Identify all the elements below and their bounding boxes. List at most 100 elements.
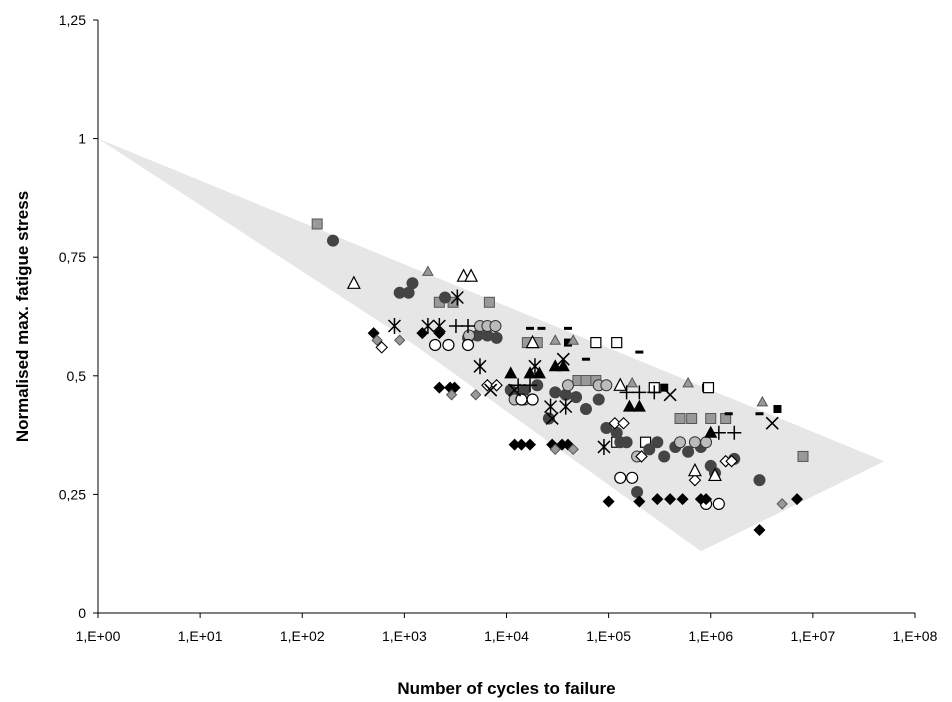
data-point-open-circle xyxy=(626,471,639,484)
data-point-asterisk xyxy=(544,398,558,415)
data-point-grey-circle xyxy=(700,436,713,449)
data-point-open-diamond xyxy=(608,416,622,430)
data-point-open-triangle xyxy=(707,467,722,482)
data-point-open-square xyxy=(702,382,715,394)
scatter-band xyxy=(98,138,885,552)
data-point-dark-circle xyxy=(614,436,627,449)
x-tick-label: 1,E+00 xyxy=(76,628,121,644)
data-point-dark-circle xyxy=(393,286,406,299)
y-tick-label: 1 xyxy=(78,131,86,147)
data-point-dash xyxy=(526,326,535,330)
data-point-grey-diamond xyxy=(445,389,458,401)
data-point-asterisk xyxy=(432,317,446,334)
data-point-dark-circle xyxy=(549,386,562,399)
data-point-black-diamond xyxy=(602,495,615,508)
data-point-black-diamond xyxy=(676,493,689,506)
data-point-open-square xyxy=(590,336,602,349)
data-point-grey-triangle xyxy=(549,334,562,345)
y-tick-label: 0,25 xyxy=(59,486,86,502)
data-point-open-circle xyxy=(515,393,528,406)
data-point-open-diamond xyxy=(688,473,702,487)
data-point-dark-circle xyxy=(326,234,339,247)
data-point-black-square xyxy=(660,383,669,392)
data-point-grey-square xyxy=(674,412,686,424)
data-point-open-square xyxy=(611,336,623,349)
data-point-black-diamond xyxy=(515,438,528,451)
data-point-black-triangle xyxy=(556,359,570,372)
data-point-grey-square xyxy=(580,375,592,387)
data-point-dark-circle xyxy=(643,443,656,456)
x-axis-title: Number of cycles to failure xyxy=(397,679,615,698)
data-point-open-diamond xyxy=(635,450,648,463)
data-point-plus xyxy=(711,425,726,440)
data-point-grey-triangle xyxy=(626,376,639,388)
data-point-open-circle xyxy=(461,338,475,352)
data-point-grey-diamond xyxy=(567,443,579,456)
data-point-black-diamond xyxy=(633,495,646,508)
data-point-black-diamond xyxy=(791,493,804,506)
data-point-cross xyxy=(765,416,779,430)
data-point-open-triangle xyxy=(613,377,628,391)
data-point-dark-circle xyxy=(406,277,419,290)
x-tick-label: 1,E+08 xyxy=(893,628,938,644)
data-point-open-triangle xyxy=(687,462,702,477)
data-point-black-triangle xyxy=(704,425,718,438)
data-point-grey-square xyxy=(705,412,717,424)
data-point-open-circle xyxy=(614,471,627,484)
data-point-asterisk xyxy=(421,317,435,334)
data-point-black-triangle xyxy=(632,399,646,412)
data-point-grey-diamond xyxy=(470,389,482,401)
y-tick-label: 0,5 xyxy=(67,368,87,384)
data-point-open-circle xyxy=(442,338,455,352)
data-point-dark-circle xyxy=(559,388,572,401)
data-point-grey-square xyxy=(483,296,495,308)
data-point-cross xyxy=(556,352,570,366)
data-point-open-diamond xyxy=(490,379,503,392)
data-point-grey-triangle xyxy=(756,395,769,407)
data-point-black-square xyxy=(563,338,572,347)
data-point-grey-diamond xyxy=(549,443,561,456)
data-point-cross xyxy=(663,388,677,402)
x-tick-label: 1,E+04 xyxy=(484,628,529,644)
data-point-black-diamond xyxy=(416,327,429,340)
data-point-plus xyxy=(511,378,526,393)
data-point-asterisk xyxy=(387,317,402,334)
data-point-plus xyxy=(461,318,476,333)
data-point-black-diamond xyxy=(508,438,521,451)
y-tick-label: 0 xyxy=(78,605,86,621)
data-point-cross xyxy=(545,411,559,426)
data-point-open-diamond xyxy=(375,341,388,354)
data-point-plus xyxy=(727,425,742,440)
data-point-plus xyxy=(619,385,634,400)
data-point-black-square xyxy=(773,405,782,414)
data-point-open-triangle xyxy=(346,275,361,289)
x-tick-label: 1,E+02 xyxy=(280,628,325,644)
data-point-dark-circle xyxy=(439,291,452,304)
data-point-grey-diamond xyxy=(371,334,383,346)
data-point-dark-circle xyxy=(610,426,623,439)
data-point-dark-circle xyxy=(481,329,494,342)
data-point-dark-circle xyxy=(490,331,503,344)
data-point-open-triangle xyxy=(464,268,479,282)
data-point-dark-circle xyxy=(658,450,671,463)
data-point-open-diamond xyxy=(617,416,630,430)
data-point-grey-square xyxy=(797,450,809,462)
data-point-open-circle xyxy=(526,393,539,406)
y-axis-title: Normalised max. fatigue stress xyxy=(13,191,32,442)
data-point-grey-triangle xyxy=(682,376,694,388)
y-axis-ticks: 0 0,25 0,5 0,75 1 1,25 xyxy=(59,12,98,621)
data-point-dark-circle xyxy=(592,393,605,406)
data-point-grey-circle xyxy=(600,379,613,392)
data-point-dark-circle xyxy=(682,445,695,458)
data-point-open-diamond xyxy=(481,379,494,392)
x-tick-label: 1,E+03 xyxy=(382,628,427,644)
data-point-dash xyxy=(581,357,590,361)
data-point-asterisk xyxy=(473,358,487,375)
data-point-dash xyxy=(755,412,764,416)
data-point-grey-circle xyxy=(688,436,701,449)
data-point-grey-square xyxy=(311,218,323,230)
y-tick-label: 0,75 xyxy=(59,249,86,265)
data-point-dark-circle xyxy=(651,436,664,449)
data-point-dash xyxy=(635,350,644,354)
data-point-black-diamond xyxy=(753,523,766,536)
